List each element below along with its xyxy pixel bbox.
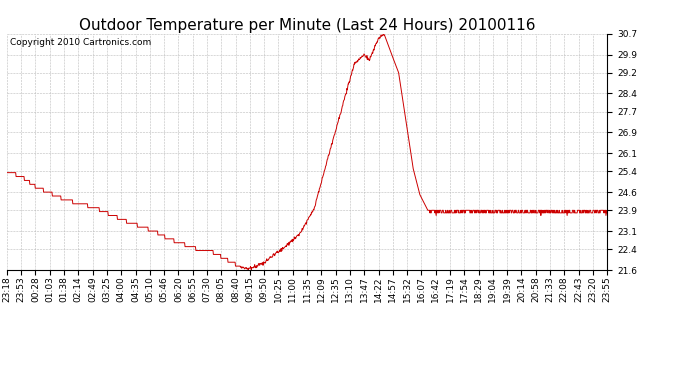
Title: Outdoor Temperature per Minute (Last 24 Hours) 20100116: Outdoor Temperature per Minute (Last 24 … xyxy=(79,18,535,33)
Text: Copyright 2010 Cartronics.com: Copyright 2010 Cartronics.com xyxy=(10,39,151,48)
